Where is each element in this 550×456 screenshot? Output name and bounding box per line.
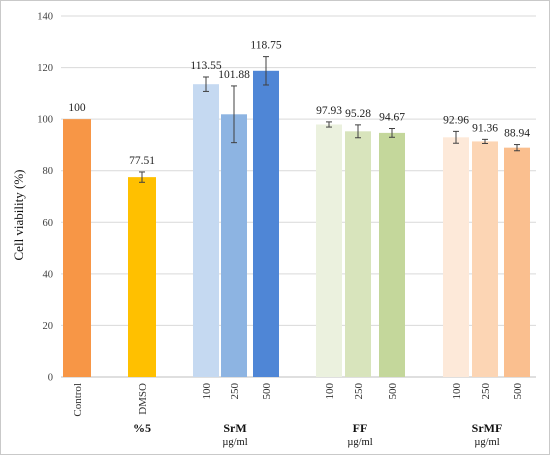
bar-control: [63, 119, 91, 378]
bar-ff-500: [379, 132, 405, 377]
y-tick-label: 100: [37, 115, 53, 126]
category-label-srmf-250: 250: [480, 383, 492, 400]
category-label-ff-100: 100: [324, 383, 336, 400]
y-tick-label: 40: [43, 269, 54, 280]
y-tick-label: 80: [43, 166, 54, 177]
data-label-control: 100: [68, 102, 86, 114]
category-label-srm-100: 100: [201, 383, 213, 400]
bar-srm-100: [193, 84, 219, 377]
group-label-dmso: %5: [133, 421, 151, 435]
bar-srmf-250: [472, 141, 498, 377]
data-label-srm-500: 118.75: [250, 40, 281, 52]
data-label-ff-250: 95.28: [345, 108, 371, 120]
bar-dmso: [128, 177, 156, 377]
category-label-ff-500: 500: [387, 383, 399, 400]
bar-ff-100: [316, 124, 342, 377]
bar-srm-250: [221, 114, 247, 378]
y-tick-label: 120: [37, 63, 53, 74]
group-unit-ff: µg/ml: [347, 437, 372, 448]
y-tick-label: 20: [43, 321, 54, 332]
bar-srm-500: [253, 70, 279, 377]
category-label-srm-250: 250: [229, 383, 241, 400]
category-label-control: Control: [72, 383, 84, 417]
data-label-ff-500: 94.67: [379, 112, 405, 124]
bar-srmf-500: [504, 147, 530, 377]
group-label-srmf: SrMF: [472, 421, 503, 435]
data-label-srmf-500: 88.94: [504, 128, 530, 140]
data-label-srmf-100: 92.96: [443, 114, 469, 126]
category-label-srmf-500: 500: [512, 383, 524, 400]
group-label-srm: SrM: [223, 421, 246, 435]
y-axis-label: Cell viability (%): [11, 170, 26, 261]
data-label-srm-250: 101.88: [218, 69, 250, 81]
y-tick-label: 60: [43, 218, 54, 229]
group-label-ff: FF: [353, 421, 368, 435]
bar-ff-250: [345, 131, 371, 377]
y-tick-label: 140: [37, 12, 53, 23]
group-unit-srm: µg/ml: [222, 437, 247, 448]
data-label-srm-100: 113.55: [190, 60, 221, 72]
category-label-ff-250: 250: [353, 383, 365, 400]
y-tick-label: 0: [48, 373, 53, 384]
category-label-dmso: DMSO: [137, 383, 149, 415]
data-label-srmf-250: 91.36: [472, 122, 498, 134]
group-unit-srmf: µg/ml: [474, 437, 499, 448]
data-label-ff-100: 97.93: [316, 105, 342, 117]
category-label-srm-500: 500: [261, 383, 273, 400]
data-label-dmso: 77.51: [129, 155, 155, 167]
bar-srmf-100: [443, 137, 469, 377]
category-label-srmf-100: 100: [451, 383, 463, 400]
